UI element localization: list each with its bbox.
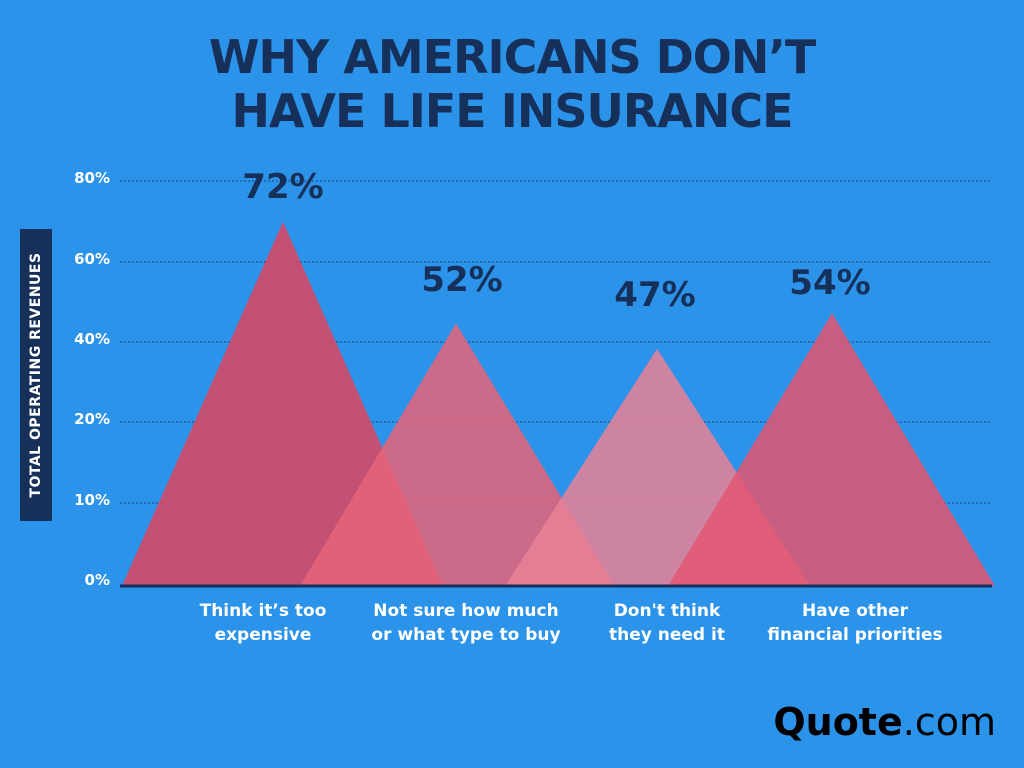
- logo-suffix: .com: [902, 700, 996, 744]
- category-label: they need it: [609, 625, 725, 645]
- category-label: Have other: [802, 601, 909, 621]
- y-tick-label: 40%: [74, 330, 110, 348]
- category-label: or what type to buy: [371, 625, 560, 645]
- category-label: expensive: [215, 625, 312, 645]
- category-label: Think it’s too: [200, 601, 327, 621]
- value-label: 52%: [421, 260, 502, 300]
- category-label: Not sure how much: [373, 601, 558, 621]
- brand-logo: Quote.com: [773, 700, 996, 744]
- title-line-1: WHY AMERICANS DON’T: [208, 30, 817, 84]
- category-label: Don't think: [614, 601, 721, 621]
- category-label: financial priorities: [767, 625, 942, 645]
- title-line-2: HAVE LIFE INSURANCE: [231, 84, 793, 138]
- logo-brand: Quote: [773, 700, 903, 744]
- data-triangle: [668, 313, 995, 586]
- y-tick-label: 60%: [74, 250, 110, 268]
- y-tick-label: 20%: [74, 410, 110, 428]
- chart-title: WHY AMERICANS DON’T HAVE LIFE INSURANCE: [0, 30, 1024, 138]
- value-label: 47%: [614, 275, 695, 315]
- data-triangle: [300, 323, 615, 586]
- value-label: 54%: [789, 263, 870, 303]
- y-axis-label-box: [20, 229, 52, 521]
- y-tick-label: 80%: [74, 169, 110, 187]
- y-tick-label: 10%: [74, 491, 110, 509]
- y-tick-label: 0%: [85, 571, 110, 589]
- value-label: 72%: [242, 167, 323, 207]
